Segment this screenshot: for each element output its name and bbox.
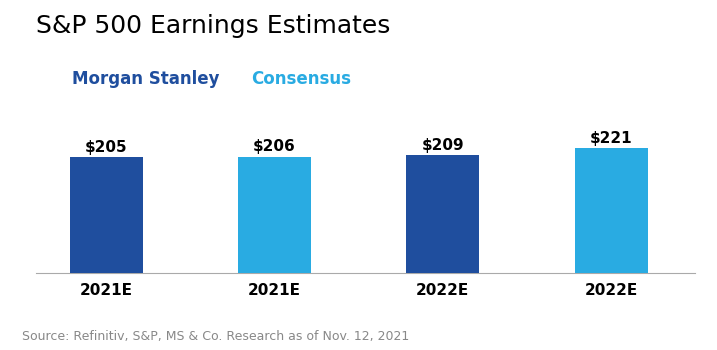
Text: Consensus: Consensus — [251, 70, 351, 88]
Text: $205: $205 — [85, 140, 128, 155]
Bar — [575, 148, 647, 273]
Text: Source: Refinitiv, S&P, MS & Co. Research as of Nov. 12, 2021: Source: Refinitiv, S&P, MS & Co. Researc… — [22, 330, 409, 343]
Bar — [407, 155, 480, 273]
Text: Morgan Stanley: Morgan Stanley — [72, 70, 219, 88]
Text: S&P 500 Earnings Estimates: S&P 500 Earnings Estimates — [36, 14, 390, 38]
Bar — [238, 157, 311, 273]
Text: $206: $206 — [253, 139, 296, 154]
Text: $209: $209 — [422, 138, 464, 153]
Bar — [70, 157, 143, 273]
Text: $221: $221 — [590, 131, 632, 146]
